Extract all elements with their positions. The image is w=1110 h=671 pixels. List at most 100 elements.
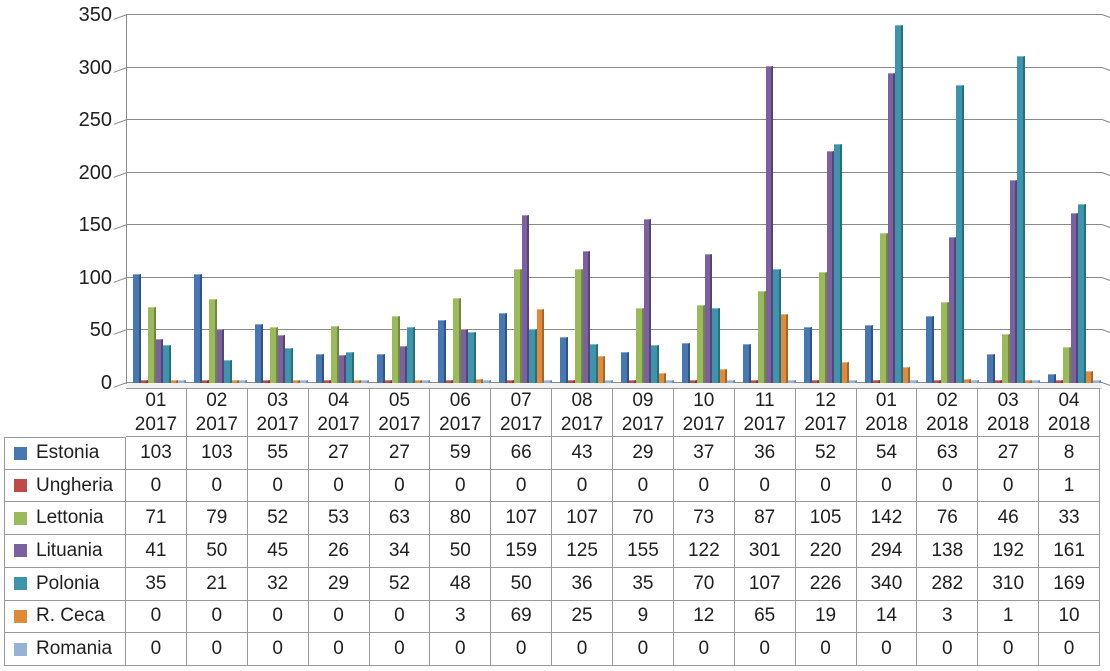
value-cell: 45 bbox=[247, 535, 309, 568]
year-label: 2017 bbox=[439, 413, 482, 435]
bar bbox=[605, 380, 613, 383]
value-cell: 0 bbox=[369, 469, 431, 503]
value-cell: 301 bbox=[734, 535, 796, 568]
bar bbox=[262, 380, 270, 383]
value-cell: 0 bbox=[126, 469, 187, 503]
bar bbox=[231, 380, 239, 383]
month-label: 09 bbox=[632, 389, 654, 411]
year-label: 2017 bbox=[560, 413, 604, 435]
bar bbox=[544, 380, 552, 383]
value-cell: 155 bbox=[613, 535, 674, 568]
bar bbox=[468, 332, 476, 383]
bar bbox=[727, 380, 735, 383]
value-cell: 0 bbox=[673, 469, 735, 503]
value-cell: 310 bbox=[978, 567, 1040, 601]
bar bbox=[994, 380, 1002, 383]
bar bbox=[270, 327, 278, 383]
bar bbox=[1002, 334, 1010, 383]
value-cell: 103 bbox=[186, 437, 248, 470]
bar bbox=[1078, 204, 1086, 383]
value-cell: 8 bbox=[1039, 437, 1100, 470]
value-cell: 63 bbox=[917, 437, 979, 470]
bar bbox=[621, 352, 629, 383]
value-cell: 69 bbox=[491, 600, 553, 634]
value-cell: 3 bbox=[917, 600, 979, 634]
value-cell: 0 bbox=[856, 633, 918, 666]
gridline bbox=[127, 172, 1102, 173]
bar bbox=[209, 299, 217, 383]
bar bbox=[849, 380, 857, 383]
y-axis-label: 150 bbox=[78, 214, 112, 236]
value-cell: 1 bbox=[1039, 469, 1100, 503]
month-label: 03 bbox=[997, 389, 1019, 411]
bar bbox=[384, 380, 392, 383]
value-cell: 36 bbox=[734, 437, 796, 470]
month-header-cell: 08 2017 bbox=[552, 388, 613, 437]
axis-tick bbox=[113, 382, 128, 388]
side-wall-tick bbox=[1101, 277, 1110, 282]
value-cell: 0 bbox=[552, 469, 613, 503]
gridline bbox=[127, 277, 1102, 278]
value-cell: 25 bbox=[552, 600, 613, 634]
value-cell: 0 bbox=[673, 633, 735, 666]
bar bbox=[407, 327, 415, 383]
value-cell: 37 bbox=[673, 437, 735, 470]
y-axis-label: 200 bbox=[78, 162, 112, 184]
bar bbox=[514, 269, 522, 383]
side-wall-tick bbox=[1101, 14, 1110, 19]
value-cell: 169 bbox=[1039, 567, 1100, 601]
bar bbox=[712, 308, 720, 383]
value-cell: 34 bbox=[369, 535, 431, 568]
value-cell: 125 bbox=[552, 535, 613, 568]
bar bbox=[750, 380, 758, 383]
series-name: Polonia bbox=[36, 572, 100, 594]
bar bbox=[1024, 380, 1032, 383]
plot-area bbox=[113, 14, 1110, 388]
bar bbox=[170, 380, 178, 383]
month-label: 01 bbox=[875, 389, 897, 411]
value-cell: 52 bbox=[247, 502, 309, 536]
value-cell: 0 bbox=[491, 469, 553, 503]
value-cell: 46 bbox=[978, 502, 1040, 536]
value-cell: 41 bbox=[126, 535, 187, 568]
bar bbox=[865, 325, 873, 383]
y-axis-label: 0 bbox=[100, 372, 112, 394]
value-cell: 52 bbox=[795, 437, 857, 470]
year-label: 2018 bbox=[987, 413, 1030, 435]
bar bbox=[1055, 380, 1063, 383]
value-cell: 107 bbox=[734, 567, 796, 601]
month-label: 07 bbox=[510, 389, 532, 411]
value-cell: 19 bbox=[795, 600, 857, 634]
value-cell: 0 bbox=[186, 633, 248, 666]
bar bbox=[133, 274, 141, 383]
value-cell: 87 bbox=[734, 502, 796, 536]
side-wall-tick bbox=[1101, 382, 1110, 387]
year-label: 2018 bbox=[1047, 413, 1091, 435]
bar bbox=[933, 380, 941, 383]
data-table: 01 2017 02 2017 03 2017 04 2017 05 2017 06 2017 07 20… bbox=[4, 388, 1100, 666]
month-header-cell: 04 2018 bbox=[1039, 388, 1100, 437]
year-label: 2018 bbox=[926, 413, 969, 435]
series-row-header: Lituania bbox=[4, 535, 126, 568]
value-cell: 0 bbox=[308, 633, 370, 666]
bar bbox=[475, 379, 483, 383]
value-cell: 0 bbox=[978, 469, 1040, 503]
month-label: 08 bbox=[571, 389, 593, 411]
value-cell: 66 bbox=[491, 437, 553, 470]
value-cell: 0 bbox=[491, 633, 553, 666]
bar bbox=[575, 269, 583, 383]
month-label: 12 bbox=[814, 389, 837, 411]
bar bbox=[987, 354, 995, 383]
series-name: R. Ceca bbox=[36, 605, 105, 627]
bar bbox=[567, 380, 575, 383]
bar bbox=[536, 309, 544, 383]
bar bbox=[445, 380, 453, 383]
year-label: 2017 bbox=[256, 413, 299, 435]
value-cell: 103 bbox=[126, 437, 187, 470]
bar bbox=[285, 348, 293, 383]
value-cell: 220 bbox=[795, 535, 857, 568]
value-cell: 0 bbox=[247, 600, 309, 634]
legend-key-icon bbox=[14, 511, 27, 525]
side-wall-tick bbox=[1101, 119, 1110, 124]
